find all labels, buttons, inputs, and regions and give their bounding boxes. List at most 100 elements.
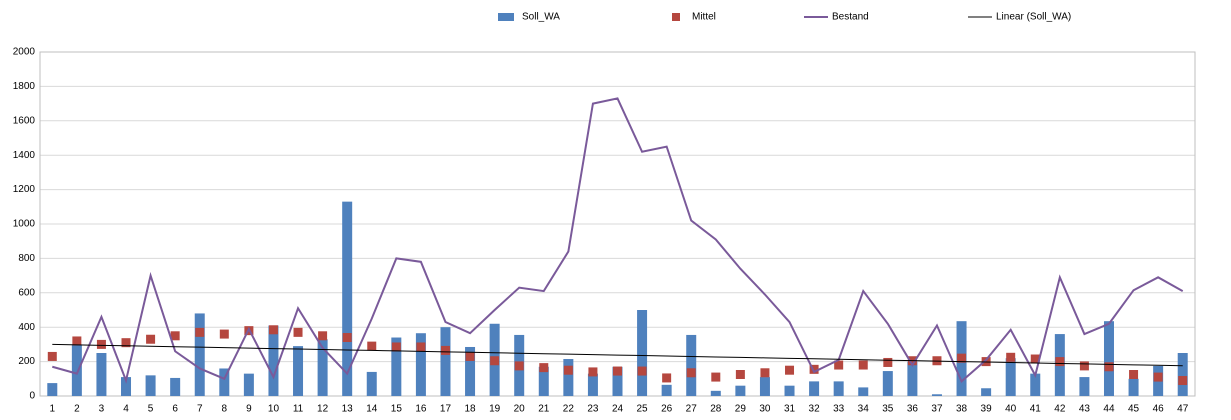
bar: [145, 375, 156, 396]
marker: [711, 372, 721, 382]
bar: [121, 377, 132, 396]
bar: [268, 325, 279, 396]
bar: [465, 346, 476, 396]
marker: [539, 363, 549, 373]
y-tick-label: 2000: [13, 47, 36, 58]
x-tick-label: 8: [222, 404, 228, 415]
bar: [563, 359, 574, 396]
marker: [47, 351, 57, 361]
marker: [1129, 370, 1139, 379]
x-tick-label: 34: [858, 404, 870, 415]
marker: [96, 339, 106, 349]
x-tick-label: 13: [342, 404, 354, 415]
x-tick-label: 7: [197, 404, 203, 415]
marker: [637, 366, 647, 376]
x-tick-label: 16: [415, 404, 427, 415]
x-tick-label: 23: [587, 404, 599, 415]
x-tick-label: 46: [1153, 404, 1165, 415]
bar: [735, 385, 746, 396]
marker: [1055, 357, 1065, 367]
marker: [367, 341, 377, 351]
marker: [1006, 352, 1016, 362]
x-tick-label: 38: [956, 404, 968, 415]
bar: [243, 373, 254, 396]
bar: [759, 377, 770, 396]
marker: [883, 357, 893, 367]
bar: [391, 337, 402, 396]
bar: [710, 390, 721, 396]
x-tick-label: 6: [172, 404, 178, 415]
y-tick-label: 400: [18, 322, 35, 333]
marker: [170, 331, 180, 341]
x-tick-label: 24: [612, 404, 624, 415]
marker: [785, 365, 795, 375]
marker: [613, 366, 622, 376]
bar: [1103, 321, 1114, 396]
x-tick-label: 14: [366, 404, 378, 415]
legend-label: Soll_WA: [522, 12, 560, 23]
marker: [1030, 354, 1040, 364]
marker: [121, 338, 131, 348]
bar: [1177, 353, 1188, 396]
marker: [662, 373, 672, 383]
marker: [957, 353, 967, 363]
marker: [588, 367, 598, 377]
x-tick-label: 44: [1103, 404, 1115, 415]
marker: [268, 325, 278, 335]
bar: [170, 377, 181, 396]
x-tick-label: 12: [317, 404, 329, 415]
x-tick-label: 4: [123, 404, 129, 415]
marker: [195, 327, 205, 337]
x-tick-label: 9: [246, 404, 252, 415]
marker: [1079, 361, 1089, 371]
x-tick-label: 17: [440, 404, 452, 415]
x-tick-label: 33: [833, 404, 845, 415]
y-tick-label: 0: [29, 391, 35, 402]
bar: [931, 394, 942, 396]
x-tick-label: 18: [464, 404, 476, 415]
x-tick-label: 39: [981, 404, 993, 415]
bar: [194, 313, 205, 396]
x-tick-label: 21: [538, 404, 550, 415]
marker: [858, 360, 868, 370]
x-tick-label: 37: [931, 404, 943, 415]
bar: [612, 366, 623, 396]
marker: [219, 329, 229, 339]
line: [52, 343, 1183, 367]
bar: [833, 381, 844, 396]
bar: [907, 361, 918, 396]
x-tick-label: 22: [563, 404, 575, 415]
x-tick-label: 11: [293, 404, 304, 415]
x-tick-label: 40: [1005, 404, 1017, 415]
x-tick-label: 32: [809, 404, 821, 415]
x-tick-label: 3: [99, 404, 105, 415]
bar: [440, 327, 451, 396]
bar: [96, 353, 107, 396]
bar: [1005, 358, 1016, 396]
legend-label: Linear (Soll_WA): [996, 12, 1071, 23]
x-tick-label: 15: [391, 404, 403, 415]
marker: [391, 342, 401, 352]
x-tick-label: 36: [907, 404, 919, 415]
marker: [490, 356, 500, 366]
bar: [415, 333, 426, 396]
x-tick-label: 2: [74, 404, 80, 415]
x-tick-label: 28: [710, 404, 722, 415]
marker: [1178, 376, 1188, 386]
x-tick-label: 25: [637, 404, 649, 415]
bar: [809, 381, 820, 396]
bar: [317, 339, 328, 396]
bar: [71, 344, 82, 396]
legend-label: Bestand: [832, 12, 869, 23]
legend-swatch: [672, 13, 680, 21]
marker: [465, 351, 475, 361]
x-tick-label: 1: [50, 404, 56, 415]
y-tick-label: 1600: [13, 115, 36, 126]
bar: [784, 385, 795, 396]
x-tick-label: 19: [489, 404, 501, 415]
bar: [538, 366, 549, 396]
bar: [882, 371, 893, 396]
marker: [686, 368, 696, 378]
x-tick-label: 26: [661, 404, 673, 415]
